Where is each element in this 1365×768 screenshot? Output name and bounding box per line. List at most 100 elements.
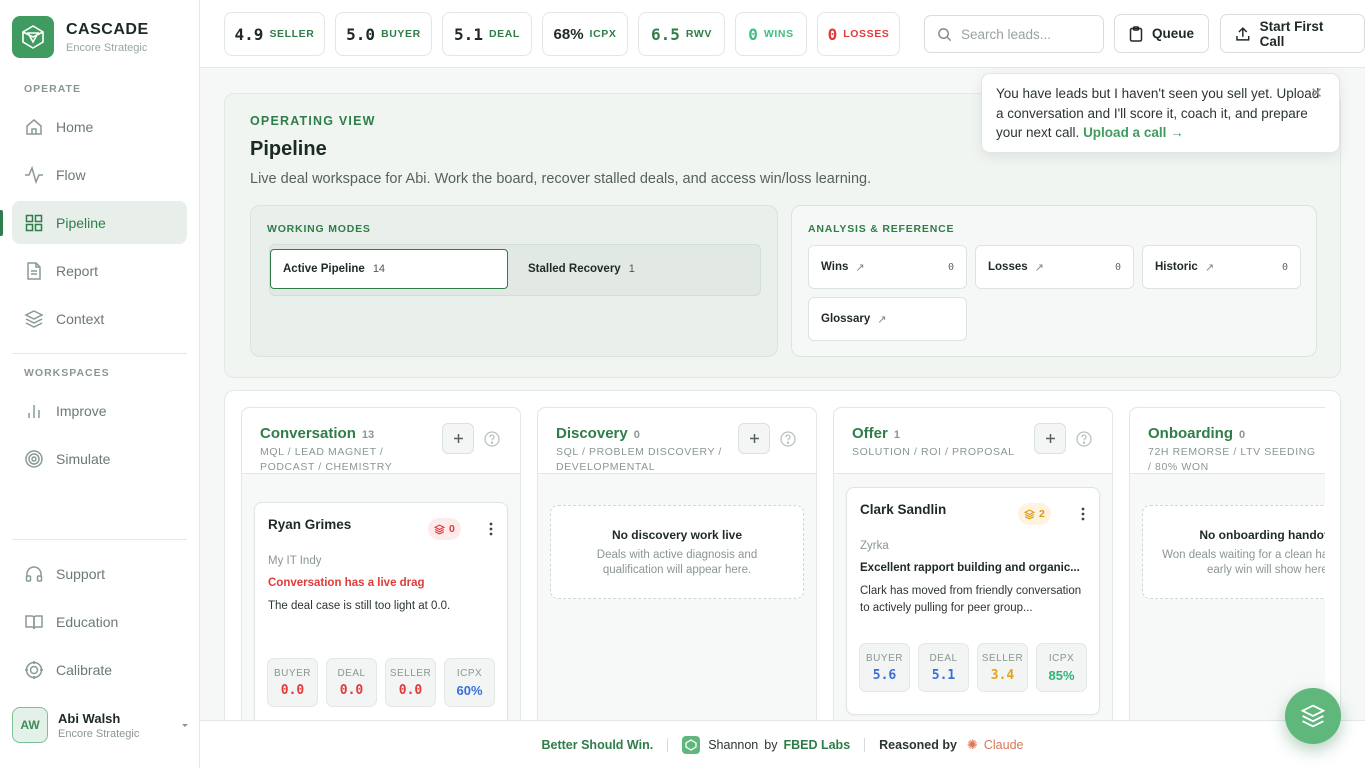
score-deal: DEAL 0.0 bbox=[326, 658, 377, 707]
deal-card[interactable]: Ryan Grimes 0 My IT Indy Conversation ha… bbox=[254, 502, 508, 729]
sidebar-item-support[interactable]: Support bbox=[12, 552, 187, 595]
target-icon bbox=[25, 449, 43, 468]
mode-switcher: Active Pipeline 14 Stalled Recovery 1 bbox=[269, 244, 761, 296]
mode-active-pipeline[interactable]: Active Pipeline 14 bbox=[270, 249, 508, 289]
search-input[interactable] bbox=[961, 26, 1091, 42]
ref-losses[interactable]: Losses ↗ 0 bbox=[975, 245, 1134, 289]
user-name: Abi Walsh bbox=[58, 710, 121, 726]
deal-activity-badge: 2 bbox=[1018, 503, 1051, 525]
working-modes-panel: WORKING MODES Active Pipeline 14 Stalled… bbox=[250, 205, 778, 357]
start-first-call-button[interactable]: Start First Call bbox=[1220, 14, 1365, 53]
search-box[interactable] bbox=[924, 15, 1104, 53]
avatar: AW bbox=[12, 707, 48, 743]
sidebar-item-pipeline[interactable]: Pipeline bbox=[12, 201, 187, 244]
sidebar-item-label: Simulate bbox=[56, 450, 111, 467]
column-count: 0 bbox=[1239, 429, 1246, 441]
column-count: 0 bbox=[633, 429, 640, 441]
metric-label: LOSSES bbox=[843, 28, 890, 40]
claude-spark-icon: ✺ bbox=[966, 736, 978, 752]
sidebar-item-report[interactable]: Report bbox=[12, 249, 187, 292]
column-title: Onboarding 0 bbox=[1148, 425, 1246, 442]
sidebar-item-label: Home bbox=[56, 118, 94, 135]
shannon-logo-icon bbox=[682, 735, 701, 754]
floating-layers-button[interactable] bbox=[1285, 688, 1341, 744]
sidebar-item-improve[interactable]: Improve bbox=[12, 389, 187, 432]
clipboard-icon bbox=[1129, 25, 1143, 42]
sidebar-item-simulate[interactable]: Simulate bbox=[12, 437, 187, 480]
upload-icon bbox=[1236, 26, 1250, 41]
metric-value: 4.9 bbox=[234, 24, 264, 44]
queue-button[interactable]: Queue bbox=[1114, 14, 1210, 53]
working-modes-label: WORKING MODES bbox=[267, 223, 371, 235]
metric-icpx[interactable]: 68% ICPX bbox=[542, 12, 628, 56]
external-link-icon: ↗ bbox=[1204, 261, 1215, 274]
sidebar-item-label: Flow bbox=[56, 166, 86, 183]
home-icon bbox=[26, 118, 42, 135]
document-icon bbox=[27, 261, 41, 280]
ref-glossary[interactable]: Glossary ↗ bbox=[808, 297, 967, 341]
sidebar-item-label: Context bbox=[56, 310, 105, 327]
help-icon[interactable] bbox=[1076, 431, 1092, 447]
sidebar-item-calibrate[interactable]: Calibrate bbox=[12, 648, 187, 691]
help-icon[interactable] bbox=[780, 431, 796, 447]
sidebar: CASCADE Encore Strategic OPERATE Home Fl… bbox=[0, 0, 200, 768]
plus-icon bbox=[749, 434, 759, 443]
metric-rwv[interactable]: 6.5 RWV bbox=[638, 12, 725, 56]
metric-losses[interactable]: 0 LOSSES bbox=[817, 12, 900, 56]
plus-icon bbox=[453, 434, 463, 443]
brand[interactable]: CASCADE Encore Strategic bbox=[12, 16, 149, 58]
ref-label: Losses bbox=[988, 261, 1028, 273]
metric-label: WINS bbox=[763, 28, 794, 40]
metric-value: 0 bbox=[827, 24, 838, 44]
ref-label: Wins bbox=[821, 261, 849, 273]
deal-company: Zyrka bbox=[860, 540, 889, 552]
footer-separator bbox=[667, 737, 669, 752]
headphones-icon bbox=[25, 565, 43, 582]
section-label-workspaces: WORKSPACES bbox=[24, 367, 110, 379]
sidebar-item-education[interactable]: Education bbox=[12, 600, 187, 643]
help-icon[interactable] bbox=[484, 431, 500, 447]
column-subtitle: SOLUTION / ROI / PROPOSAL bbox=[852, 446, 1015, 458]
sidebar-divider bbox=[12, 353, 187, 354]
sidebar-item-flow[interactable]: Flow bbox=[12, 153, 187, 196]
metric-deal[interactable]: 5.1 DEAL bbox=[442, 12, 532, 56]
close-icon[interactable]: ✕ bbox=[1310, 85, 1323, 102]
external-link-icon: ↗ bbox=[855, 261, 865, 274]
sidebar-divider bbox=[12, 539, 187, 540]
add-deal-button[interactable] bbox=[1034, 423, 1066, 454]
mode-stalled-recovery[interactable]: Stalled Recovery 1 bbox=[516, 249, 756, 289]
ref-label: Historic bbox=[1155, 261, 1198, 273]
column-onboarding: Onboarding 0 72H REMORSE / LTV SEEDING / … bbox=[1129, 407, 1325, 729]
deal-badge-count: 2 bbox=[1039, 508, 1045, 520]
score-icpx: ICPX 60% bbox=[444, 658, 495, 707]
deal-card[interactable]: Clark Sandlin 2 Zyrka Excellent rapport … bbox=[846, 487, 1100, 715]
sidebar-item-home[interactable]: Home bbox=[12, 105, 187, 148]
toast-message: You have leads but I haven't seen you se… bbox=[996, 86, 1320, 140]
column-title: Conversation 13 bbox=[260, 425, 375, 442]
score-buyer: BUYER 0.0 bbox=[267, 658, 318, 707]
footer-tagline: Better Should Win. bbox=[541, 737, 654, 752]
metric-buyer[interactable]: 5.0 BUYER bbox=[335, 12, 432, 56]
ref-historic[interactable]: Historic ↗ 0 bbox=[1142, 245, 1301, 289]
sidebar-item-label: Calibrate bbox=[56, 661, 113, 678]
metric-seller[interactable]: 4.9 SELLER bbox=[224, 12, 325, 56]
metric-label: RWV bbox=[685, 28, 712, 40]
user-menu[interactable]: AW Abi Walsh Encore Strategic bbox=[12, 707, 190, 743]
footer-reasoned-by: Reasoned by bbox=[879, 737, 957, 752]
empty-state: No onboarding handoffs Won deals waiting… bbox=[1142, 505, 1325, 599]
footer: Better Should Win. Shannon by FBED Labs … bbox=[200, 720, 1365, 768]
brand-subtitle: Encore Strategic bbox=[66, 41, 148, 54]
add-deal-button[interactable] bbox=[442, 423, 474, 454]
board-columns[interactable]: Conversation 13 MQL / LEAD MAGNET / PODCA… bbox=[241, 407, 1325, 729]
footer-company-link[interactable]: FBED Labs bbox=[783, 737, 851, 752]
sidebar-item-context[interactable]: Context bbox=[12, 297, 187, 340]
upload-call-link[interactable]: Upload a call → bbox=[1083, 125, 1184, 140]
more-vertical-icon[interactable] bbox=[1081, 507, 1085, 521]
column-title: Discovery 0 bbox=[556, 425, 640, 442]
add-deal-button[interactable] bbox=[738, 423, 770, 454]
metric-wins[interactable]: 0 WINS bbox=[735, 12, 807, 56]
sidebar-item-label: Report bbox=[56, 262, 99, 279]
more-vertical-icon[interactable] bbox=[489, 522, 493, 536]
ref-wins[interactable]: Wins ↗ 0 bbox=[808, 245, 967, 289]
sidebar-item-label: Pipeline bbox=[56, 214, 106, 231]
